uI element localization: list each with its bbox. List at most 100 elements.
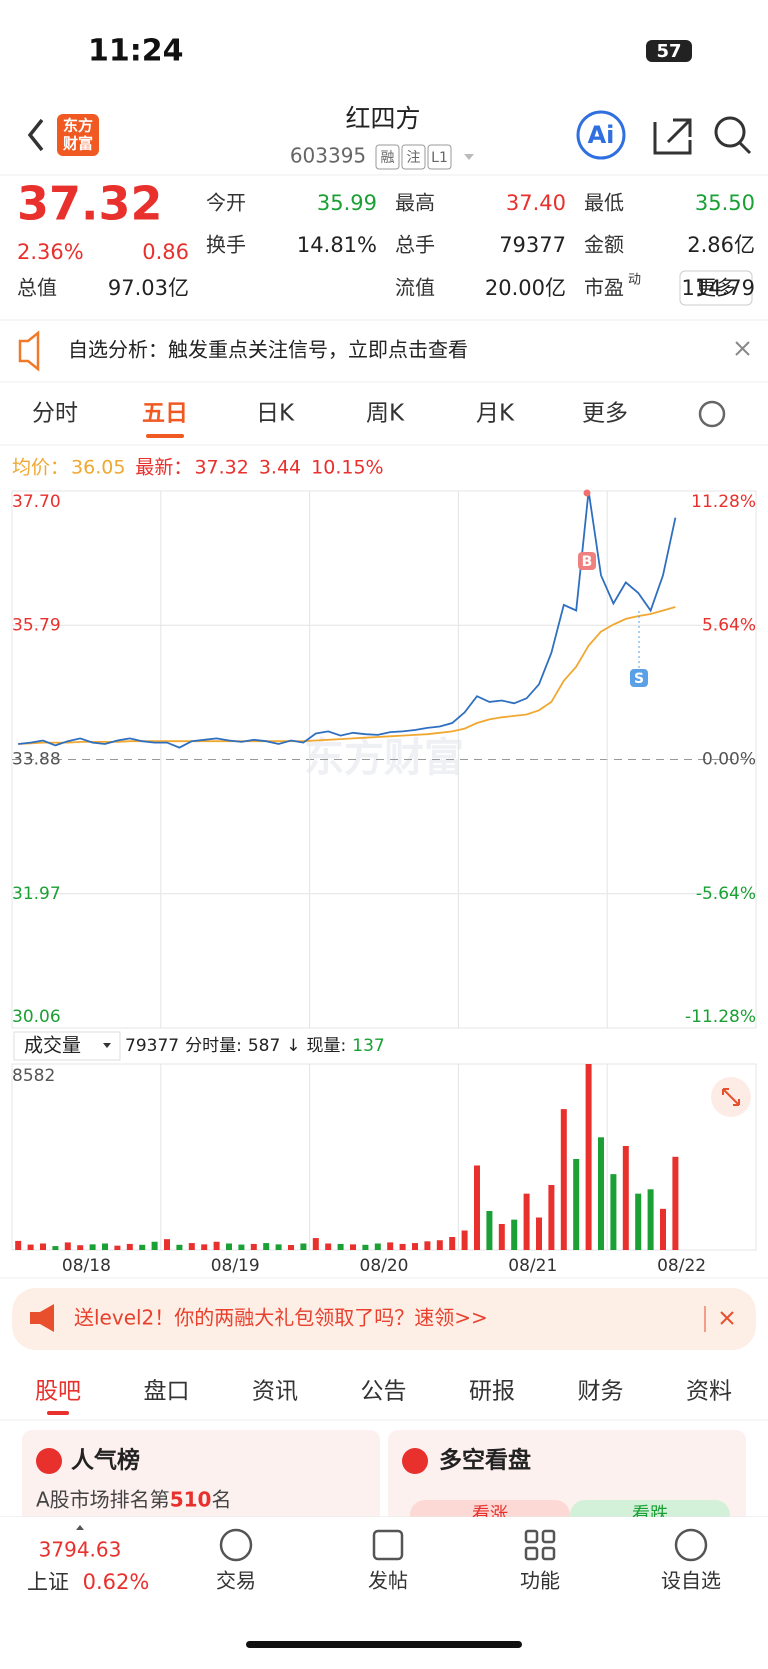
- legend-item: 最新：: [135, 457, 192, 479]
- volume-bar: [226, 1243, 232, 1250]
- card-sub: 510: [170, 1488, 212, 1512]
- home-indicator: [246, 1641, 522, 1648]
- promo-text: 送level2！你的两融大礼包领取了吗？速领>>: [74, 1306, 488, 1330]
- section-tab: 研报: [469, 1379, 515, 1405]
- volume-bar: [374, 1243, 381, 1250]
- promo-close[interactable]: [720, 1311, 734, 1325]
- volume-info: 137: [352, 1036, 384, 1056]
- back-button[interactable]: [27, 118, 44, 152]
- peak-dot: [583, 489, 591, 497]
- field-value: 79377: [499, 233, 566, 257]
- nav-item[interactable]: 交易: [216, 1569, 256, 1593]
- card-icon: [402, 1448, 428, 1474]
- volume-selector[interactable]: [13, 1031, 121, 1061]
- volume-bar: [89, 1244, 96, 1250]
- section-tab: 资讯: [252, 1379, 298, 1405]
- index-value: 3794.63: [39, 1538, 122, 1562]
- notice-text: 自选分析：触发重点关注信号，立即点击查看: [68, 338, 468, 362]
- y2-tick-label: -5.64%: [696, 884, 756, 904]
- nav-item[interactable]: 设自选: [661, 1569, 721, 1593]
- x-tick-label: 08/18: [62, 1256, 111, 1276]
- volume-bar: [52, 1246, 59, 1250]
- search-button[interactable]: [714, 116, 746, 148]
- volume-label: 成交量: [24, 1035, 81, 1057]
- card-icon: [36, 1448, 62, 1474]
- ai-label: Ai: [588, 121, 615, 149]
- watermark: 东方财富: [304, 735, 464, 781]
- volume-bar: [523, 1193, 530, 1250]
- tab: 日K: [256, 401, 295, 427]
- tag: 注: [407, 150, 421, 166]
- post-icon[interactable]: [372, 1529, 404, 1561]
- notice-bar[interactable]: [0, 320, 768, 382]
- tag: 融: [381, 150, 395, 166]
- field-value: 35.99: [317, 191, 377, 215]
- buy-label: B: [582, 554, 593, 570]
- volume-bar: [585, 1064, 592, 1250]
- tag: L1: [431, 150, 448, 166]
- field-value: 20.00亿: [485, 276, 566, 300]
- ai-button[interactable]: [576, 110, 626, 160]
- x-tick-label: 08/21: [508, 1256, 557, 1276]
- avg-line: [18, 606, 676, 745]
- function-icon[interactable]: [524, 1529, 556, 1561]
- logo-text: 财富: [63, 135, 93, 153]
- volume-bar: [536, 1217, 542, 1250]
- volume-bar: [126, 1243, 133, 1250]
- volume-bar: [312, 1238, 319, 1250]
- section-tab: 股吧: [35, 1379, 81, 1405]
- field-label: 最高: [395, 191, 435, 215]
- share-button[interactable]: [653, 118, 692, 155]
- promo-bar[interactable]: [12, 1288, 756, 1350]
- bottom-nav: [0, 1517, 768, 1665]
- x-tick-label: 08/19: [211, 1256, 260, 1276]
- volume-bar: [350, 1244, 356, 1250]
- volume-bar: [486, 1210, 493, 1250]
- volume-tick-label: 8582: [12, 1066, 55, 1086]
- volume-bar: [412, 1243, 418, 1250]
- more-button[interactable]: [679, 270, 753, 306]
- y2-tick-label: -11.28%: [685, 1007, 756, 1027]
- watchlist-icon[interactable]: [674, 1528, 708, 1562]
- nav-caret: [76, 1525, 84, 1530]
- volume-bar: [201, 1244, 208, 1250]
- card-title: 多空看盘: [439, 1447, 531, 1474]
- volume-plot-frame: [11, 1063, 757, 1251]
- card-sub: A股市场排名第: [36, 1488, 170, 1512]
- notice-close[interactable]: [735, 341, 750, 356]
- trade-icon[interactable]: [219, 1528, 253, 1562]
- y2-tick-label: 0.00%: [702, 750, 756, 770]
- legend-item: 均价：: [12, 457, 69, 479]
- volume-bar: [449, 1236, 456, 1250]
- volume-bar: [164, 1239, 170, 1250]
- buy-marker: [578, 552, 596, 570]
- field-label: 市盈: [584, 276, 624, 300]
- tab-indicator: [146, 434, 184, 438]
- stock-name: 红四方: [345, 104, 420, 133]
- field-label: 流值: [395, 276, 435, 300]
- sell-label: S: [634, 671, 644, 687]
- volume-bar: [15, 1240, 22, 1250]
- volume-bar: [40, 1243, 46, 1250]
- index-name: 上证: [27, 1570, 69, 1594]
- sell-marker: [630, 669, 648, 687]
- promo-icon: [30, 1304, 54, 1332]
- battery-level: 57: [656, 41, 681, 62]
- field-label: 金额: [584, 233, 624, 257]
- tab: 五日: [142, 401, 188, 427]
- field-sup: 动: [628, 273, 641, 288]
- card-title: 人气榜: [71, 1447, 140, 1474]
- nav-item[interactable]: 发帖: [368, 1569, 408, 1593]
- last-price: 37.32: [17, 177, 163, 231]
- volume-bar: [399, 1243, 406, 1250]
- index-pct: 0.62%: [83, 1570, 150, 1594]
- y-tick-label: 33.88: [12, 750, 61, 770]
- stock-code: 603395: [290, 144, 366, 168]
- more-label: 更多: [696, 276, 736, 300]
- settings-icon[interactable]: [698, 400, 726, 428]
- nav-item[interactable]: 功能: [520, 1569, 560, 1593]
- card[interactable]: [22, 1430, 380, 1525]
- volume-bar: [672, 1156, 679, 1250]
- volume-bar: [263, 1243, 270, 1250]
- expand-icon: [722, 1088, 740, 1106]
